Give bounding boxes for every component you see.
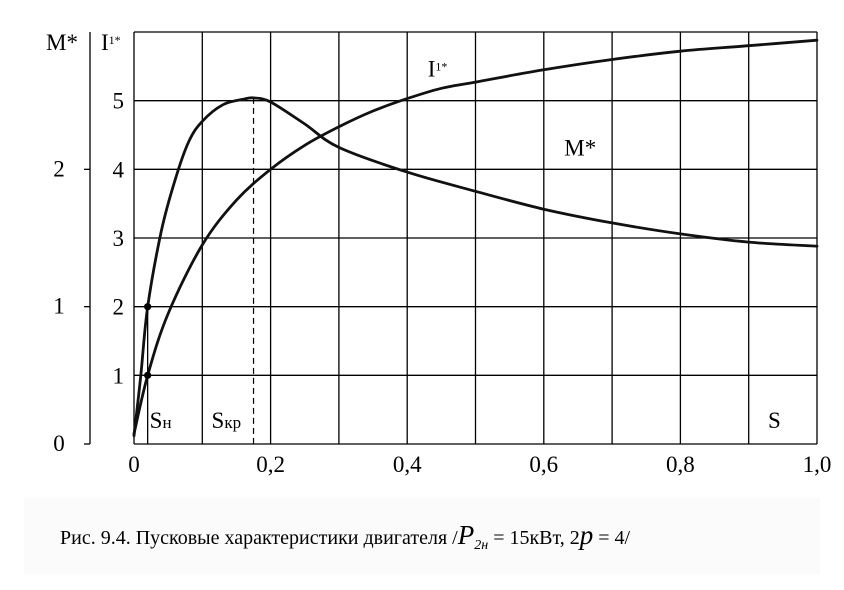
caption-block: Рис. 9.4. Пусковые характеристики двигат… xyxy=(24,498,820,574)
x-tick-label: 0,4 xyxy=(393,452,422,477)
sn-label-sub: н xyxy=(162,413,171,432)
grid-lines xyxy=(84,31,818,445)
annotations: I1* M* Sн Sкр xyxy=(147,57,596,444)
x-tick-label: 0,8 xyxy=(666,452,695,477)
skr-label: Sкр xyxy=(212,408,242,433)
caption-prefix: Рис. 9.4. Пусковые характеристики двигат… xyxy=(60,527,458,549)
m-axis-label: M* xyxy=(46,30,78,55)
power-subscript: 2н xyxy=(474,538,489,553)
figure-caption: Рис. 9.4. Пусковые характеристики двигат… xyxy=(60,520,630,554)
m-curve-label: M* xyxy=(564,136,596,161)
tick-labels: 0 0,2 0,4 0,6 0,8 1,0 1 2 3 4 5 0 1 2 M* I1* S xyxy=(46,30,831,477)
x-tick-label: 1,0 xyxy=(803,452,832,477)
i-tick-label: 4 xyxy=(113,157,125,182)
skr-label-sub: кр xyxy=(224,413,241,432)
i-axis-label: I1* xyxy=(101,30,121,55)
m-tick-label: 2 xyxy=(53,156,65,181)
i-tick-label: 3 xyxy=(113,226,125,251)
x-tick-label: 0,2 xyxy=(256,452,285,477)
m-curve xyxy=(132,96,819,438)
power-value: = 15кВт, 2 xyxy=(488,527,580,549)
i-tick-label: 5 xyxy=(113,89,125,114)
i-tick-label: 1 xyxy=(113,363,125,388)
sn-label: Sн xyxy=(150,408,172,433)
poles-symbol: p xyxy=(579,520,594,550)
poles-value: = 4/ xyxy=(593,527,631,549)
m-tick-label: 1 xyxy=(53,294,65,319)
x-tick-label: 0 xyxy=(128,452,140,477)
x-axis-label: S xyxy=(768,408,781,433)
i1-curve xyxy=(132,38,819,436)
power-symbol: P xyxy=(457,520,475,550)
x-tick-label: 0,6 xyxy=(529,452,558,477)
m-tick-label: 0 xyxy=(53,431,65,456)
curve-label-sub: 1* xyxy=(435,60,447,74)
curves xyxy=(132,38,819,438)
i1-curve-label: I1* xyxy=(428,57,448,82)
i-tick-label: 2 xyxy=(113,295,125,320)
i-axis-label-sub: 1* xyxy=(109,33,121,47)
